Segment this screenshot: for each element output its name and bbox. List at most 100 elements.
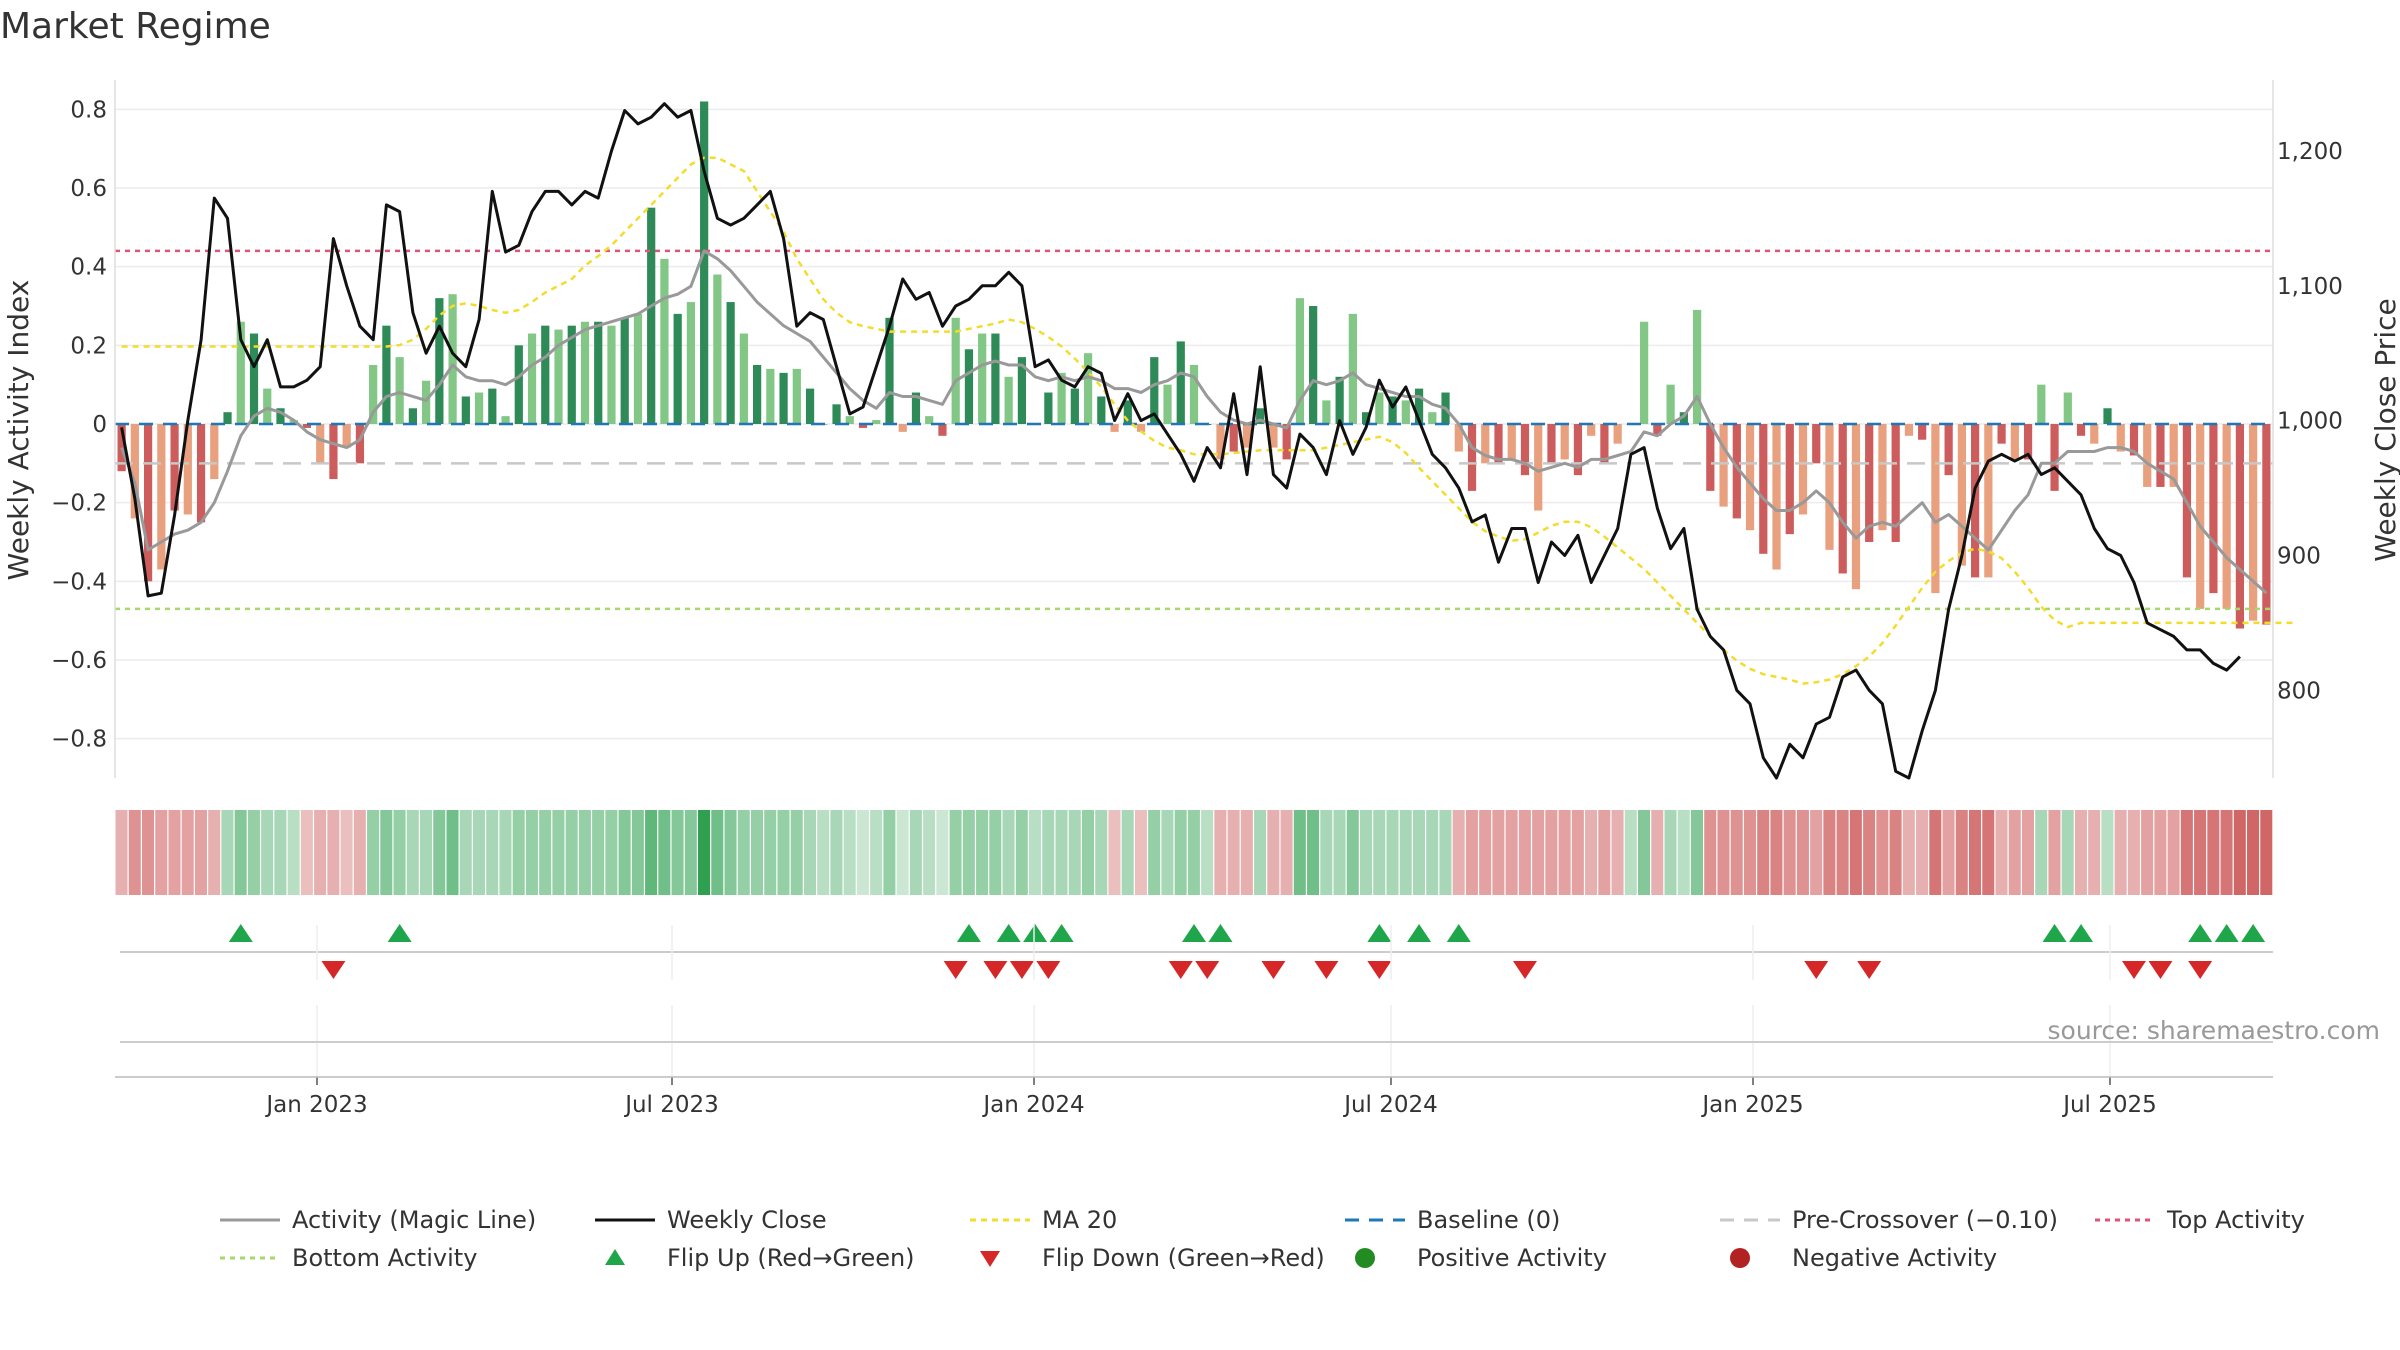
regime-strip-cell bbox=[1254, 810, 1267, 895]
regime-strip-cell bbox=[1095, 810, 1108, 895]
flip-down-marker bbox=[1314, 961, 1339, 979]
x-tick-label: Jul 2024 bbox=[1342, 1092, 1438, 1118]
regime-strip-cell bbox=[446, 810, 459, 895]
regime-strip-cell bbox=[327, 810, 340, 895]
regime-strip-cell bbox=[936, 810, 949, 895]
regime-strip-cell bbox=[592, 810, 605, 895]
regime-strip-cell bbox=[2154, 810, 2167, 895]
activity-bar bbox=[1017, 357, 1026, 424]
regime-strip-cell bbox=[234, 810, 247, 895]
regime-strip-cell bbox=[764, 810, 777, 895]
regime-strip-cell bbox=[1585, 810, 1598, 895]
activity-bar bbox=[1851, 424, 1861, 590]
regime-strip-cell bbox=[1492, 810, 1505, 895]
y-axis-label-right: Weekly Close Price bbox=[2369, 298, 2400, 561]
activity-bar bbox=[1216, 424, 1225, 460]
regime-strip-cell bbox=[962, 810, 975, 895]
flip-up-marker bbox=[1182, 924, 1206, 942]
regime-strip-cell bbox=[698, 810, 711, 895]
activity-bar bbox=[1256, 408, 1265, 424]
activity-bar bbox=[885, 317, 894, 424]
activity-bar bbox=[1653, 424, 1662, 436]
activity-bar bbox=[1388, 396, 1397, 424]
activity-bar bbox=[1163, 384, 1172, 424]
activity-bar bbox=[249, 333, 259, 424]
activity-bar bbox=[1904, 424, 1914, 436]
y-left-tick-label: 0.8 bbox=[70, 97, 107, 123]
legend-item: Negative Activity bbox=[1730, 1244, 1997, 1272]
activity-bar bbox=[1666, 384, 1675, 424]
activity-bar bbox=[1520, 424, 1530, 476]
legend-label: Top Activity bbox=[2166, 1206, 2305, 1234]
regime-strip-cell bbox=[459, 810, 472, 895]
activity-bar bbox=[832, 404, 841, 424]
reference-lines bbox=[115, 249, 2273, 611]
regime-strip-cell bbox=[1889, 810, 1902, 895]
activity-bar bbox=[488, 388, 497, 424]
regime-strip-cell bbox=[1690, 810, 1704, 895]
activity-bar bbox=[673, 313, 682, 424]
activity-bar bbox=[766, 368, 775, 424]
y-right-tick-label: 800 bbox=[2277, 678, 2321, 704]
regime-strip-cell bbox=[274, 810, 287, 895]
legend-item: Flip Up (Red→Green) bbox=[605, 1244, 915, 1272]
flip-down-marker bbox=[1367, 961, 1392, 979]
regime-strip-cell bbox=[645, 810, 658, 895]
regime-strip-cell bbox=[870, 810, 883, 895]
flip-down-marker bbox=[1009, 961, 1034, 979]
regime-strip-cell bbox=[631, 810, 644, 895]
activity-bar bbox=[2129, 424, 2139, 456]
activity-bar bbox=[1454, 424, 1463, 452]
flip-up-marker bbox=[2188, 924, 2213, 942]
regime-strip-cell bbox=[2021, 810, 2034, 895]
activity-bar bbox=[700, 101, 709, 424]
regime-strip-cell bbox=[525, 810, 538, 895]
regime-strip-cell bbox=[168, 810, 181, 895]
flip-up-marker bbox=[2214, 924, 2239, 942]
activity-bar bbox=[355, 424, 365, 464]
regime-strip-cell bbox=[194, 810, 207, 895]
regime-strip-cell bbox=[181, 810, 194, 895]
legend-label: Activity (Magic Line) bbox=[292, 1206, 536, 1234]
regime-strip-cell bbox=[1982, 810, 1995, 895]
flip-up-marker bbox=[1049, 924, 1074, 942]
regime-strip-cell bbox=[976, 810, 989, 895]
regime-strip-cell bbox=[1465, 810, 1478, 895]
regime-strip-cell bbox=[1783, 810, 1796, 895]
regime-strip-cell bbox=[565, 810, 578, 895]
regime-strip-cell bbox=[1452, 810, 1465, 895]
activity-bar bbox=[1679, 412, 1688, 424]
flip-up-marker bbox=[1208, 924, 1233, 942]
regime-strip-cell bbox=[830, 810, 843, 895]
regime-strip-cell bbox=[1015, 810, 1028, 895]
activity-bar bbox=[170, 424, 179, 511]
activity-bar bbox=[1891, 424, 1900, 542]
flip-up-marker bbox=[1446, 924, 1471, 942]
flip-up-marker bbox=[996, 924, 1021, 942]
activity-bar bbox=[236, 321, 245, 424]
regime-strip-cell bbox=[1704, 810, 1717, 895]
flip-down-marker bbox=[2148, 961, 2173, 979]
activity-bar bbox=[1375, 392, 1384, 424]
activity-bar bbox=[1692, 309, 1702, 424]
regime-strip-cell bbox=[512, 810, 525, 895]
regime-strip-cell bbox=[1293, 810, 1306, 895]
activity-bar bbox=[620, 317, 629, 424]
regime-strip-cell bbox=[1029, 810, 1042, 895]
regime-strip-cell bbox=[1479, 810, 1492, 895]
regime-strip-cell bbox=[1267, 810, 1280, 895]
legend-label: Weekly Close bbox=[667, 1206, 827, 1234]
activity-bar bbox=[1481, 424, 1490, 464]
regime-strip-cell bbox=[777, 810, 790, 895]
y-left-tick-label: −0.4 bbox=[51, 569, 107, 595]
regime-strip-cell bbox=[380, 810, 393, 895]
activity-bar bbox=[1507, 424, 1516, 460]
regime-strip-cell bbox=[618, 810, 631, 895]
regime-strip-cell bbox=[115, 810, 128, 895]
flip-markers bbox=[120, 924, 2273, 979]
ma20-line bbox=[121, 156, 2293, 685]
activity-bar bbox=[845, 416, 854, 424]
regime-strip-cell bbox=[1081, 810, 1095, 895]
legend: Activity (Magic Line) Weekly Close MA 20 Ba… bbox=[220, 1206, 2305, 1272]
activity-bar bbox=[1123, 400, 1132, 424]
